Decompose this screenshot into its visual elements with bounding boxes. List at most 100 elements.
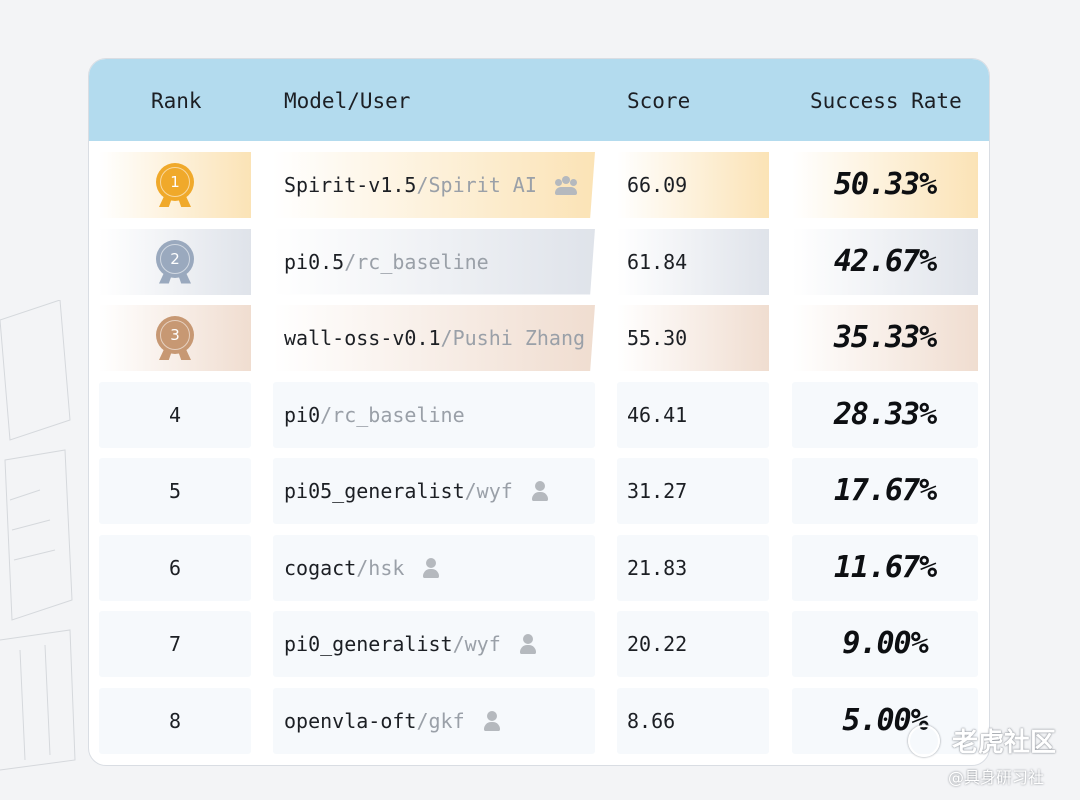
rank-cell: 8 (99, 687, 251, 754)
table-row[interactable]: 6 cogact / hsk 21.83 11.67% (89, 534, 989, 601)
table-header: Rank Model/User Score Success Rate (89, 59, 989, 141)
rank-number: 1 (170, 173, 180, 191)
person-icon (531, 481, 549, 501)
success-rate-value: 11.67% (833, 549, 937, 585)
rank-cell: 4 (99, 381, 251, 448)
model-name[interactable]: openvla-oft (284, 708, 417, 733)
separator: / (416, 708, 429, 733)
model-user-cell: pi0/rc_baseline (273, 381, 595, 448)
score-value: 46.41 (627, 402, 688, 427)
success-rate-cell: 17.67% (792, 458, 978, 524)
rank-number: 3 (170, 326, 180, 344)
table-row[interactable]: 3 wall-oss-v0.1/Pushi Zhang 55.30 35.33% (89, 305, 989, 371)
user-name[interactable]: hsk (368, 555, 405, 580)
rank-cell: 5 (99, 458, 251, 524)
separator: / (452, 632, 465, 656)
model-user-cell: pi0_generalist / wyf (273, 611, 595, 677)
model-user-cell: Spirit-v1.5/Spirit AI (273, 152, 595, 218)
success-rate-value: 42.67% (833, 243, 937, 279)
success-rate-cell: 28.33% (792, 381, 978, 448)
model-user-cell: pi0.5/rc_baseline (273, 228, 595, 295)
score-value: 55.30 (627, 326, 688, 350)
rank-number: 8 (168, 708, 182, 733)
rank-number: 4 (168, 402, 182, 427)
model-name[interactable]: pi0 (284, 402, 321, 427)
person-icon (483, 710, 501, 731)
user-name[interactable]: Pushi Zhang (452, 326, 586, 350)
table-row[interactable]: 1 Spirit-v1.5/Spirit AI 66.09 50.33% (89, 152, 989, 218)
header-rank: Rank (151, 89, 202, 113)
model-name[interactable]: pi05_generalist (284, 479, 465, 503)
success-rate-cell: 35.33% (792, 305, 978, 371)
score-cell: 55.30 (617, 305, 769, 371)
user-name[interactable]: rc_baseline (332, 402, 465, 427)
score-cell: 61.84 (617, 228, 769, 295)
bronze-medal-icon: 3 (155, 316, 195, 360)
model-name[interactable]: pi0.5 (284, 249, 345, 274)
score-cell: 21.83 (617, 534, 769, 601)
model-user-cell: pi05_generalist / wyf (273, 458, 595, 524)
score-value: 21.83 (627, 555, 688, 580)
table-row[interactable]: 7 pi0_generalist / wyf 20.22 9.00% (89, 611, 989, 677)
user-name[interactable]: wyf (476, 479, 513, 503)
model-name[interactable]: cogact (284, 555, 357, 580)
model-name[interactable]: pi0_generalist (284, 632, 453, 656)
success-rate-value: 17.67% (833, 473, 937, 508)
user-name[interactable]: wyf (464, 632, 501, 656)
score-value: 31.27 (627, 479, 688, 503)
watermark-logo-text: 老虎社区 (952, 728, 1057, 758)
score-cell: 31.27 (617, 458, 769, 524)
background-sketch (0, 300, 76, 771)
separator: / (440, 326, 453, 350)
header-success-rate: Success Rate (810, 89, 962, 113)
model-user-cell: openvla-oft / gkf (273, 687, 595, 754)
rank-number: 6 (168, 555, 182, 580)
user-name[interactable]: Spirit AI (428, 173, 537, 197)
rank-number: 2 (170, 249, 180, 268)
gold-medal-icon: 1 (155, 163, 195, 207)
person-icon (519, 634, 537, 654)
leaderboard-table: Rank Model/User Score Success Rate 1 Spir… (88, 58, 990, 766)
model-user-cell: wall-oss-v0.1/Pushi Zhang (273, 305, 595, 371)
team-icon (554, 175, 577, 195)
rank-cell: 2 (99, 228, 251, 295)
score-cell: 8.66 (617, 687, 769, 754)
separator: / (344, 249, 357, 274)
score-cell: 20.22 (617, 611, 769, 677)
rank-cell: 7 (99, 611, 251, 677)
silver-medal-icon: 2 (155, 239, 195, 284)
table-row[interactable]: 2 pi0.5/rc_baseline 61.84 42.67% (89, 228, 989, 295)
table-row[interactable]: 4 pi0/rc_baseline 46.41 28.33% (89, 381, 989, 448)
person-icon (422, 557, 440, 578)
user-name[interactable]: gkf (428, 708, 465, 733)
success-rate-value: 50.33% (833, 167, 937, 202)
score-cell: 46.41 (617, 381, 769, 448)
success-rate-value: 28.33% (833, 396, 937, 432)
rank-cell: 1 (99, 152, 251, 218)
success-rate-cell: 50.33% (792, 152, 978, 218)
rank-number: 7 (168, 632, 182, 656)
header-model-user: Model/User (284, 89, 411, 113)
watermark-logo-icon (908, 724, 940, 757)
score-value: 20.22 (627, 632, 688, 656)
table-row[interactable]: 8 openvla-oft / gkf 8.66 5.00% (89, 687, 989, 754)
success-rate-cell: 11.67% (792, 534, 978, 601)
rank-cell: 6 (99, 534, 251, 601)
separator: / (464, 479, 477, 503)
watermark-handle: @具身研习社 (948, 768, 1045, 787)
success-rate-cell: 5.00% (792, 687, 978, 754)
model-name[interactable]: wall-oss-v0.1 (284, 326, 441, 350)
table-row[interactable]: 5 pi05_generalist / wyf 31.27 17.67% (89, 458, 989, 524)
success-rate-cell: 9.00% (792, 611, 978, 677)
success-rate-value: 35.33% (833, 320, 937, 355)
model-user-cell: cogact / hsk (273, 534, 595, 601)
score-value: 61.84 (627, 249, 688, 274)
rank-number: 5 (168, 479, 182, 503)
user-name[interactable]: rc_baseline (356, 249, 489, 274)
model-name[interactable]: Spirit-v1.5 (284, 173, 417, 197)
score-value: 8.66 (627, 708, 676, 733)
score-cell: 66.09 (617, 152, 769, 218)
watermark-logo: 老虎社区 (908, 722, 1056, 759)
success-rate-cell: 42.67% (792, 228, 978, 295)
separator: / (320, 402, 333, 427)
